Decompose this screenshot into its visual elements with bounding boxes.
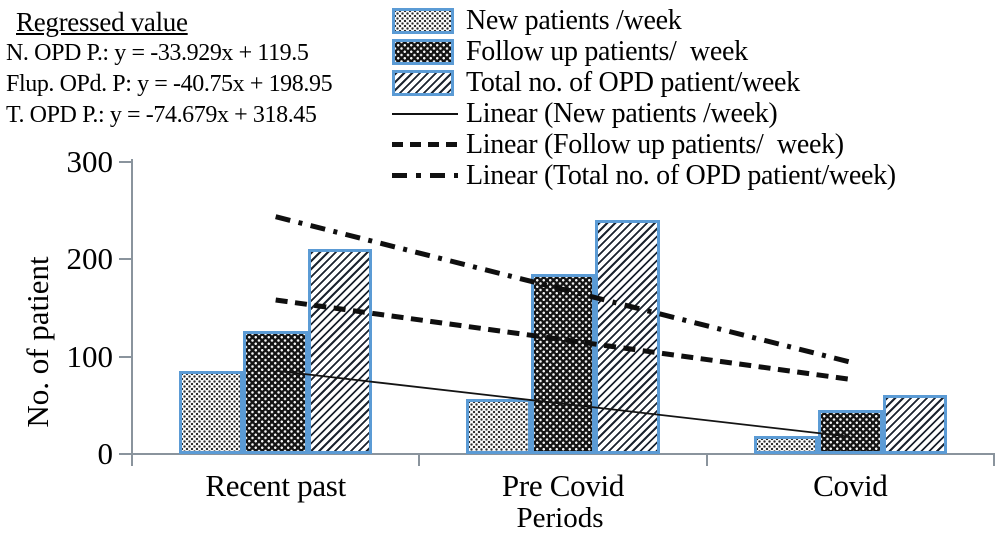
bar-series2-cat0: [307, 248, 373, 454]
legend-item-total-patients: Total no. of OPD patient/week: [392, 67, 896, 98]
bar-series0-cat2: [753, 436, 819, 454]
legend-label: New patients /week: [466, 4, 682, 36]
y-tick: [118, 161, 132, 163]
legend-line-sample-solid: [392, 112, 458, 115]
regression-annotation-title: Regressed value: [16, 7, 188, 37]
y-tick-label: 0: [97, 436, 114, 471]
bar-series2-cat2: [882, 394, 948, 454]
legend-swatch-light-dots: [392, 7, 454, 34]
y-tick-label: 300: [66, 144, 114, 179]
y-tick: [118, 453, 132, 455]
y-axis-line: [130, 159, 133, 456]
legend-label: Total no. of OPD patient/week: [466, 66, 800, 98]
x-axis-line: [130, 453, 995, 455]
bar-series1-cat1: [530, 273, 596, 454]
bar-series0-cat0: [178, 371, 244, 454]
x-category-label: Recent past: [205, 468, 346, 503]
legend-item-followup-patients: Follow up patients/ week: [392, 36, 896, 67]
legend-line-sample-dashdot: [392, 173, 458, 178]
legend-label: Linear (Follow up patients/ week): [466, 128, 844, 160]
x-tick: [993, 454, 995, 466]
x-category-label: Covid: [813, 468, 888, 503]
legend-label: Follow up patients/ week: [466, 35, 748, 67]
y-tick: [118, 355, 132, 358]
legend-line-sample-dashed: [392, 142, 458, 147]
regression-annotation: Regressed value N. OPD P.: y = -33.929x …: [6, 6, 378, 131]
legend-label: Linear (New patients /week): [466, 97, 778, 129]
regression-equation-followup: Flup. OPd. P: y = -40.75x + 198.95: [6, 71, 333, 97]
legend-item-linear-followup: Linear (Follow up patients/ week): [392, 129, 896, 160]
bar-series1-cat0: [243, 331, 308, 454]
legend-item-linear-new: Linear (New patients /week): [392, 98, 896, 129]
legend-item-new-patients: New patients /week: [392, 5, 896, 36]
y-tick-label: 100: [66, 338, 114, 374]
legend-item-linear-total: Linear (Total no. of OPD patient/week): [392, 160, 896, 191]
y-tick: [118, 258, 132, 261]
legend-label: Linear (Total no. of OPD patient/week): [466, 159, 896, 191]
bar-series0-cat1: [466, 399, 531, 454]
y-tick-label: 200: [66, 241, 114, 277]
legend-swatch-dark-dots: [392, 38, 454, 65]
legend-swatch-diagonal-hatch: [392, 69, 454, 96]
regression-equation-new: N. OPD P.: y = -33.929x + 119.5: [6, 40, 309, 66]
bar-series2-cat1: [595, 220, 660, 454]
bar-series1-cat2: [818, 410, 883, 454]
x-tick: [131, 454, 133, 466]
x-tick: [418, 454, 421, 466]
x-category-label: Pre Covid: [501, 468, 625, 503]
regression-equation-total: T. OPD P.: y = -74.679x + 318.45: [6, 102, 317, 128]
x-axis-title: Periods: [516, 502, 604, 534]
chart-legend: New patients /week Follow up patients/ w…: [392, 5, 896, 191]
x-tick: [705, 454, 708, 466]
